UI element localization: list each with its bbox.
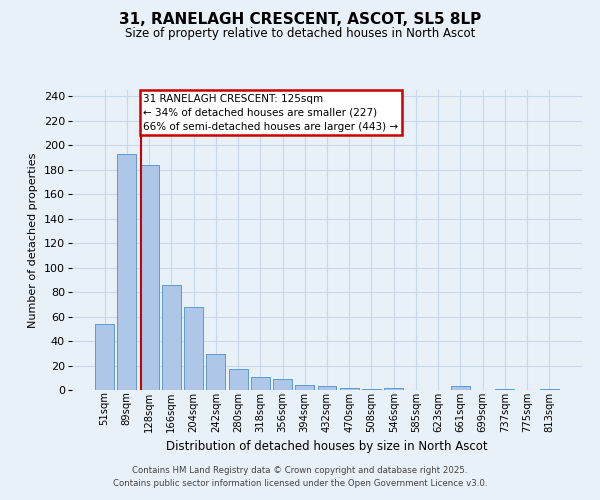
Text: 31, RANELAGH CRESCENT, ASCOT, SL5 8LP: 31, RANELAGH CRESCENT, ASCOT, SL5 8LP [119, 12, 481, 28]
Bar [140, 164, 158, 390]
Bar [95, 324, 114, 390]
Text: Size of property relative to detached houses in North Ascot: Size of property relative to detached ho… [125, 28, 475, 40]
Bar [184, 306, 203, 390]
Bar [540, 389, 559, 390]
Bar [362, 389, 381, 390]
Bar [206, 354, 225, 390]
Bar [451, 386, 470, 390]
Bar [317, 386, 337, 390]
Bar [384, 388, 403, 390]
X-axis label: Distribution of detached houses by size in North Ascot: Distribution of detached houses by size … [166, 440, 488, 453]
Bar [118, 154, 136, 390]
Bar [251, 376, 270, 390]
Bar [273, 379, 292, 390]
Bar [229, 369, 248, 390]
Bar [340, 388, 359, 390]
Bar [162, 284, 181, 390]
Text: 31 RANELAGH CRESCENT: 125sqm
← 34% of detached houses are smaller (227)
66% of s: 31 RANELAGH CRESCENT: 125sqm ← 34% of de… [143, 94, 398, 132]
Y-axis label: Number of detached properties: Number of detached properties [28, 152, 38, 328]
Bar [295, 385, 314, 390]
Text: Contains HM Land Registry data © Crown copyright and database right 2025.
Contai: Contains HM Land Registry data © Crown c… [113, 466, 487, 487]
Bar [496, 389, 514, 390]
